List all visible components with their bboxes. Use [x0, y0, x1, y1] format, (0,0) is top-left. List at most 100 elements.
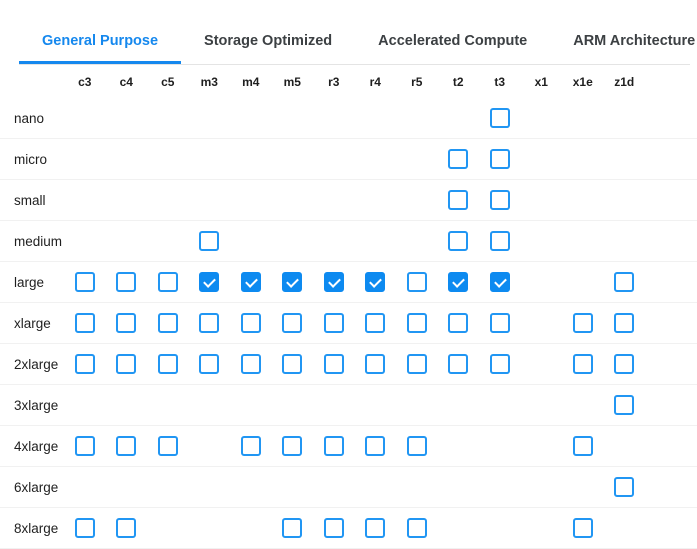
cell-micro-r5 [396, 139, 438, 179]
tab-accelerated-compute[interactable]: Accelerated Compute [378, 33, 528, 49]
tab-general-purpose[interactable]: General Purpose [19, 31, 182, 64]
checkbox-8xlarge-c4[interactable] [116, 518, 137, 538]
checkbox-xlarge-t2[interactable] [448, 313, 469, 333]
cell-8xlarge-t2 [438, 508, 480, 548]
row-label-large: large [14, 274, 45, 290]
checkbox-4xlarge-r5[interactable] [406, 436, 427, 456]
checkbox-4xlarge-c3[interactable] [74, 436, 95, 456]
checkbox-large-m3[interactable] [199, 272, 220, 292]
checkbox-xlarge-c4[interactable] [116, 313, 137, 333]
matrix-row-micro: micro [0, 139, 697, 180]
checkbox-large-c5[interactable] [157, 272, 178, 292]
cell-4xlarge-c3 [64, 426, 106, 466]
checkbox-xlarge-m4[interactable] [240, 313, 261, 333]
checkbox-8xlarge-c3[interactable] [74, 518, 95, 538]
checkbox-xlarge-r3[interactable] [323, 313, 344, 333]
cell-6xlarge-c5 [147, 467, 189, 507]
cell-8xlarge-t3 [479, 508, 521, 548]
checkbox-2xlarge-r5[interactable] [406, 354, 427, 374]
cell-8xlarge-x1 [521, 508, 563, 548]
checkbox-8xlarge-r3[interactable] [323, 518, 344, 538]
checkbox-2xlarge-r4[interactable] [365, 354, 386, 374]
column-header-t2: t2 [452, 74, 464, 89]
cell-3xlarge-t2 [438, 385, 480, 425]
checkbox-xlarge-m5[interactable] [282, 313, 303, 333]
checkbox-xlarge-r4[interactable] [365, 313, 386, 333]
cell-medium-c4 [106, 221, 148, 261]
checkbox-4xlarge-c4[interactable] [116, 436, 137, 456]
cell-4xlarge-m3 [189, 426, 231, 466]
checkbox-2xlarge-m4[interactable] [240, 354, 261, 374]
checkbox-large-t3[interactable] [489, 272, 510, 292]
checkbox-nano-t3[interactable] [489, 108, 510, 128]
checkbox-medium-m3[interactable] [199, 231, 220, 251]
checkbox-4xlarge-r3[interactable] [323, 436, 344, 456]
checkbox-2xlarge-t3[interactable] [489, 354, 510, 374]
cell-medium-c3 [64, 221, 106, 261]
checkbox-large-r5[interactable] [406, 272, 427, 292]
checkbox-large-c3[interactable] [74, 272, 95, 292]
cell-large-r4 [355, 262, 397, 302]
row-label-micro: micro [14, 151, 47, 167]
checkbox-xlarge-r5[interactable] [406, 313, 427, 333]
checkbox-2xlarge-c3[interactable] [74, 354, 95, 374]
checkbox-8xlarge-x1e[interactable] [572, 518, 593, 538]
checkbox-xlarge-z1d[interactable] [614, 313, 635, 333]
checkbox-medium-t3[interactable] [489, 231, 510, 251]
cell-medium-t2 [438, 221, 480, 261]
checkbox-2xlarge-m3[interactable] [199, 354, 220, 374]
cell-4xlarge-r5 [396, 426, 438, 466]
checkbox-small-t2[interactable] [448, 190, 469, 210]
checkbox-2xlarge-r3[interactable] [323, 354, 344, 374]
matrix-row-3xlarge: 3xlarge [0, 385, 697, 426]
checkbox-small-t3[interactable] [489, 190, 510, 210]
checkbox-micro-t2[interactable] [448, 149, 469, 169]
cell-xlarge-x1e [562, 303, 604, 343]
checkbox-8xlarge-r5[interactable] [406, 518, 427, 538]
checkbox-xlarge-x1e[interactable] [572, 313, 593, 333]
checkbox-medium-t2[interactable] [448, 231, 469, 251]
cell-large-r5 [396, 262, 438, 302]
checkbox-xlarge-t3[interactable] [489, 313, 510, 333]
checkbox-4xlarge-m5[interactable] [282, 436, 303, 456]
checkbox-3xlarge-z1d[interactable] [614, 395, 635, 415]
cell-6xlarge-z1d [604, 467, 646, 507]
cell-4xlarge-x1e [562, 426, 604, 466]
checkbox-xlarge-m3[interactable] [199, 313, 220, 333]
checkbox-large-z1d[interactable] [614, 272, 635, 292]
tab-storage-optimized[interactable]: Storage Optimized [204, 33, 333, 49]
checkbox-2xlarge-z1d[interactable] [614, 354, 635, 374]
checkbox-large-t2[interactable] [448, 272, 469, 292]
checkbox-4xlarge-x1e[interactable] [572, 436, 593, 456]
cell-large-t3 [479, 262, 521, 302]
checkbox-4xlarge-r4[interactable] [365, 436, 386, 456]
matrix-row-8xlarge: 8xlarge [0, 508, 697, 549]
cell-xlarge-r4 [355, 303, 397, 343]
cell-large-x1 [521, 262, 563, 302]
column-header-r4: r4 [369, 74, 381, 89]
tab-arm-architecture[interactable]: ARM Architecture [573, 33, 696, 49]
checkbox-4xlarge-c5[interactable] [157, 436, 178, 456]
cell-6xlarge-t2 [438, 467, 480, 507]
checkbox-large-c4[interactable] [116, 272, 137, 292]
checkbox-xlarge-c3[interactable] [74, 313, 95, 333]
checkbox-2xlarge-c5[interactable] [157, 354, 178, 374]
checkbox-2xlarge-m5[interactable] [282, 354, 303, 374]
checkbox-2xlarge-c4[interactable] [116, 354, 137, 374]
checkbox-8xlarge-m5[interactable] [282, 518, 303, 538]
cell-nano-x1e [562, 98, 604, 138]
checkbox-4xlarge-m4[interactable] [240, 436, 261, 456]
checkbox-2xlarge-x1e[interactable] [572, 354, 593, 374]
checkbox-micro-t3[interactable] [489, 149, 510, 169]
checkbox-2xlarge-t2[interactable] [448, 354, 469, 374]
cell-large-c5 [147, 262, 189, 302]
checkbox-large-m4[interactable] [240, 272, 261, 292]
cell-3xlarge-c5 [147, 385, 189, 425]
checkbox-large-r3[interactable] [323, 272, 344, 292]
checkbox-6xlarge-z1d[interactable] [614, 477, 635, 497]
checkbox-large-r4[interactable] [365, 272, 386, 292]
row-label-xlarge: xlarge [14, 315, 51, 331]
checkbox-8xlarge-r4[interactable] [365, 518, 386, 538]
checkbox-large-m5[interactable] [282, 272, 303, 292]
checkbox-xlarge-c5[interactable] [157, 313, 178, 333]
